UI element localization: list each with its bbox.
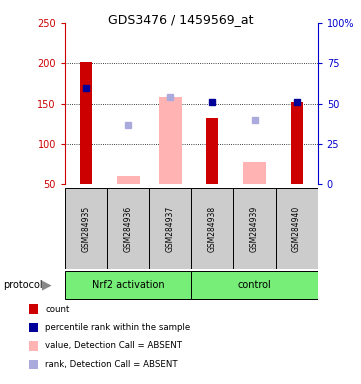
Bar bbox=[117, 176, 140, 184]
Text: control: control bbox=[238, 280, 271, 290]
Text: GSM284939: GSM284939 bbox=[250, 205, 259, 252]
Bar bbox=[107, 188, 149, 269]
Text: value, Detection Call = ABSENT: value, Detection Call = ABSENT bbox=[45, 341, 182, 351]
Bar bbox=[191, 271, 318, 299]
Bar bbox=[191, 188, 234, 269]
Bar bbox=[65, 188, 107, 269]
Text: Nrf2 activation: Nrf2 activation bbox=[92, 280, 165, 290]
Bar bbox=[206, 118, 218, 184]
Text: rank, Detection Call = ABSENT: rank, Detection Call = ABSENT bbox=[45, 360, 178, 369]
Text: GSM284938: GSM284938 bbox=[208, 205, 217, 252]
Bar bbox=[149, 188, 191, 269]
Text: GSM284940: GSM284940 bbox=[292, 205, 301, 252]
Text: GDS3476 / 1459569_at: GDS3476 / 1459569_at bbox=[108, 13, 253, 26]
Bar bbox=[65, 271, 191, 299]
Text: count: count bbox=[45, 305, 70, 314]
Bar bbox=[275, 188, 318, 269]
Text: GSM284936: GSM284936 bbox=[124, 205, 132, 252]
Text: ▶: ▶ bbox=[42, 278, 51, 291]
Text: GSM284937: GSM284937 bbox=[166, 205, 175, 252]
Text: percentile rank within the sample: percentile rank within the sample bbox=[45, 323, 190, 332]
Text: GSM284935: GSM284935 bbox=[82, 205, 91, 252]
Bar bbox=[80, 62, 92, 184]
Bar bbox=[291, 102, 303, 184]
Bar bbox=[243, 162, 266, 184]
Bar bbox=[234, 188, 275, 269]
Bar bbox=[159, 97, 182, 184]
Text: protocol: protocol bbox=[4, 280, 43, 290]
